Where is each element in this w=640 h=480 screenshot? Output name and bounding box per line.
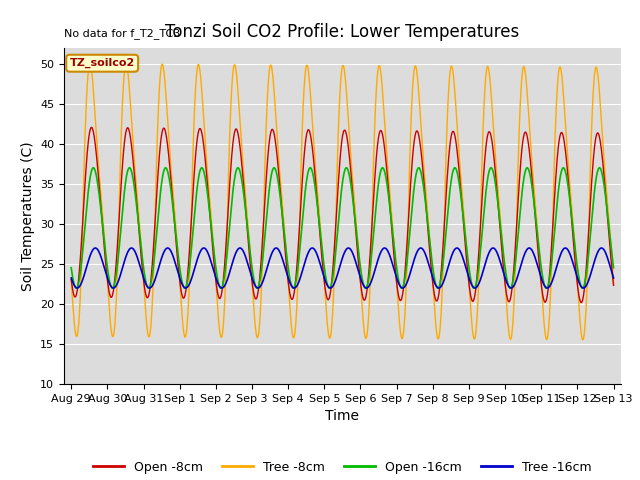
Open -8cm xyxy=(610,282,618,288)
Tree -16cm xyxy=(67,275,75,281)
Tree -16cm xyxy=(74,285,81,291)
Tree -8cm xyxy=(86,61,94,67)
Tree -8cm xyxy=(426,236,434,241)
Open -8cm xyxy=(280,239,288,245)
Line: Tree -8cm: Tree -8cm xyxy=(71,64,614,340)
Tree -8cm xyxy=(579,337,586,343)
Open -16cm xyxy=(516,216,524,222)
Tree -16cm xyxy=(294,281,302,287)
Tree -16cm xyxy=(92,245,99,251)
Tree -8cm xyxy=(562,126,570,132)
Tree -8cm xyxy=(280,226,288,231)
Line: Tree -16cm: Tree -16cm xyxy=(71,248,614,288)
Tree -8cm xyxy=(610,281,618,287)
Legend: Open -8cm, Tree -8cm, Open -16cm, Tree -16cm: Open -8cm, Tree -8cm, Open -16cm, Tree -… xyxy=(88,456,596,479)
Open -8cm xyxy=(294,254,301,260)
Tree -8cm xyxy=(294,287,301,292)
Tree -16cm xyxy=(563,245,570,251)
Title: Tonzi Soil CO2 Profile: Lower Temperatures: Tonzi Soil CO2 Profile: Lower Temperatur… xyxy=(165,23,520,41)
Open -8cm xyxy=(67,276,75,282)
Open -8cm xyxy=(188,217,195,223)
Open -16cm xyxy=(379,165,387,171)
Tree -16cm xyxy=(610,275,618,281)
Open -8cm xyxy=(562,151,570,156)
Tree -16cm xyxy=(516,268,524,274)
Open -16cm xyxy=(610,265,618,271)
Open -16cm xyxy=(67,265,75,271)
Open -16cm xyxy=(294,267,301,273)
Open -16cm xyxy=(280,232,288,238)
Tree -16cm xyxy=(281,264,289,270)
Text: TZ_soilco2: TZ_soilco2 xyxy=(70,58,135,68)
Tree -8cm xyxy=(515,132,523,138)
Text: No data for f_T2_TC3: No data for f_T2_TC3 xyxy=(64,28,180,39)
Open -16cm xyxy=(426,243,434,249)
X-axis label: Time: Time xyxy=(325,409,360,423)
Open -8cm xyxy=(515,183,523,189)
Y-axis label: Soil Temperatures (C): Soil Temperatures (C) xyxy=(20,141,35,291)
Tree -8cm xyxy=(188,216,195,222)
Open -16cm xyxy=(188,246,195,252)
Open -8cm xyxy=(426,250,434,255)
Open -8cm xyxy=(577,300,585,305)
Tree -16cm xyxy=(188,275,196,281)
Tree -8cm xyxy=(67,277,75,283)
Open -8cm xyxy=(88,124,95,130)
Line: Open -8cm: Open -8cm xyxy=(71,127,614,302)
Open -16cm xyxy=(563,171,570,177)
Line: Open -16cm: Open -16cm xyxy=(71,168,614,288)
Tree -16cm xyxy=(426,266,434,272)
Open -16cm xyxy=(108,285,116,291)
